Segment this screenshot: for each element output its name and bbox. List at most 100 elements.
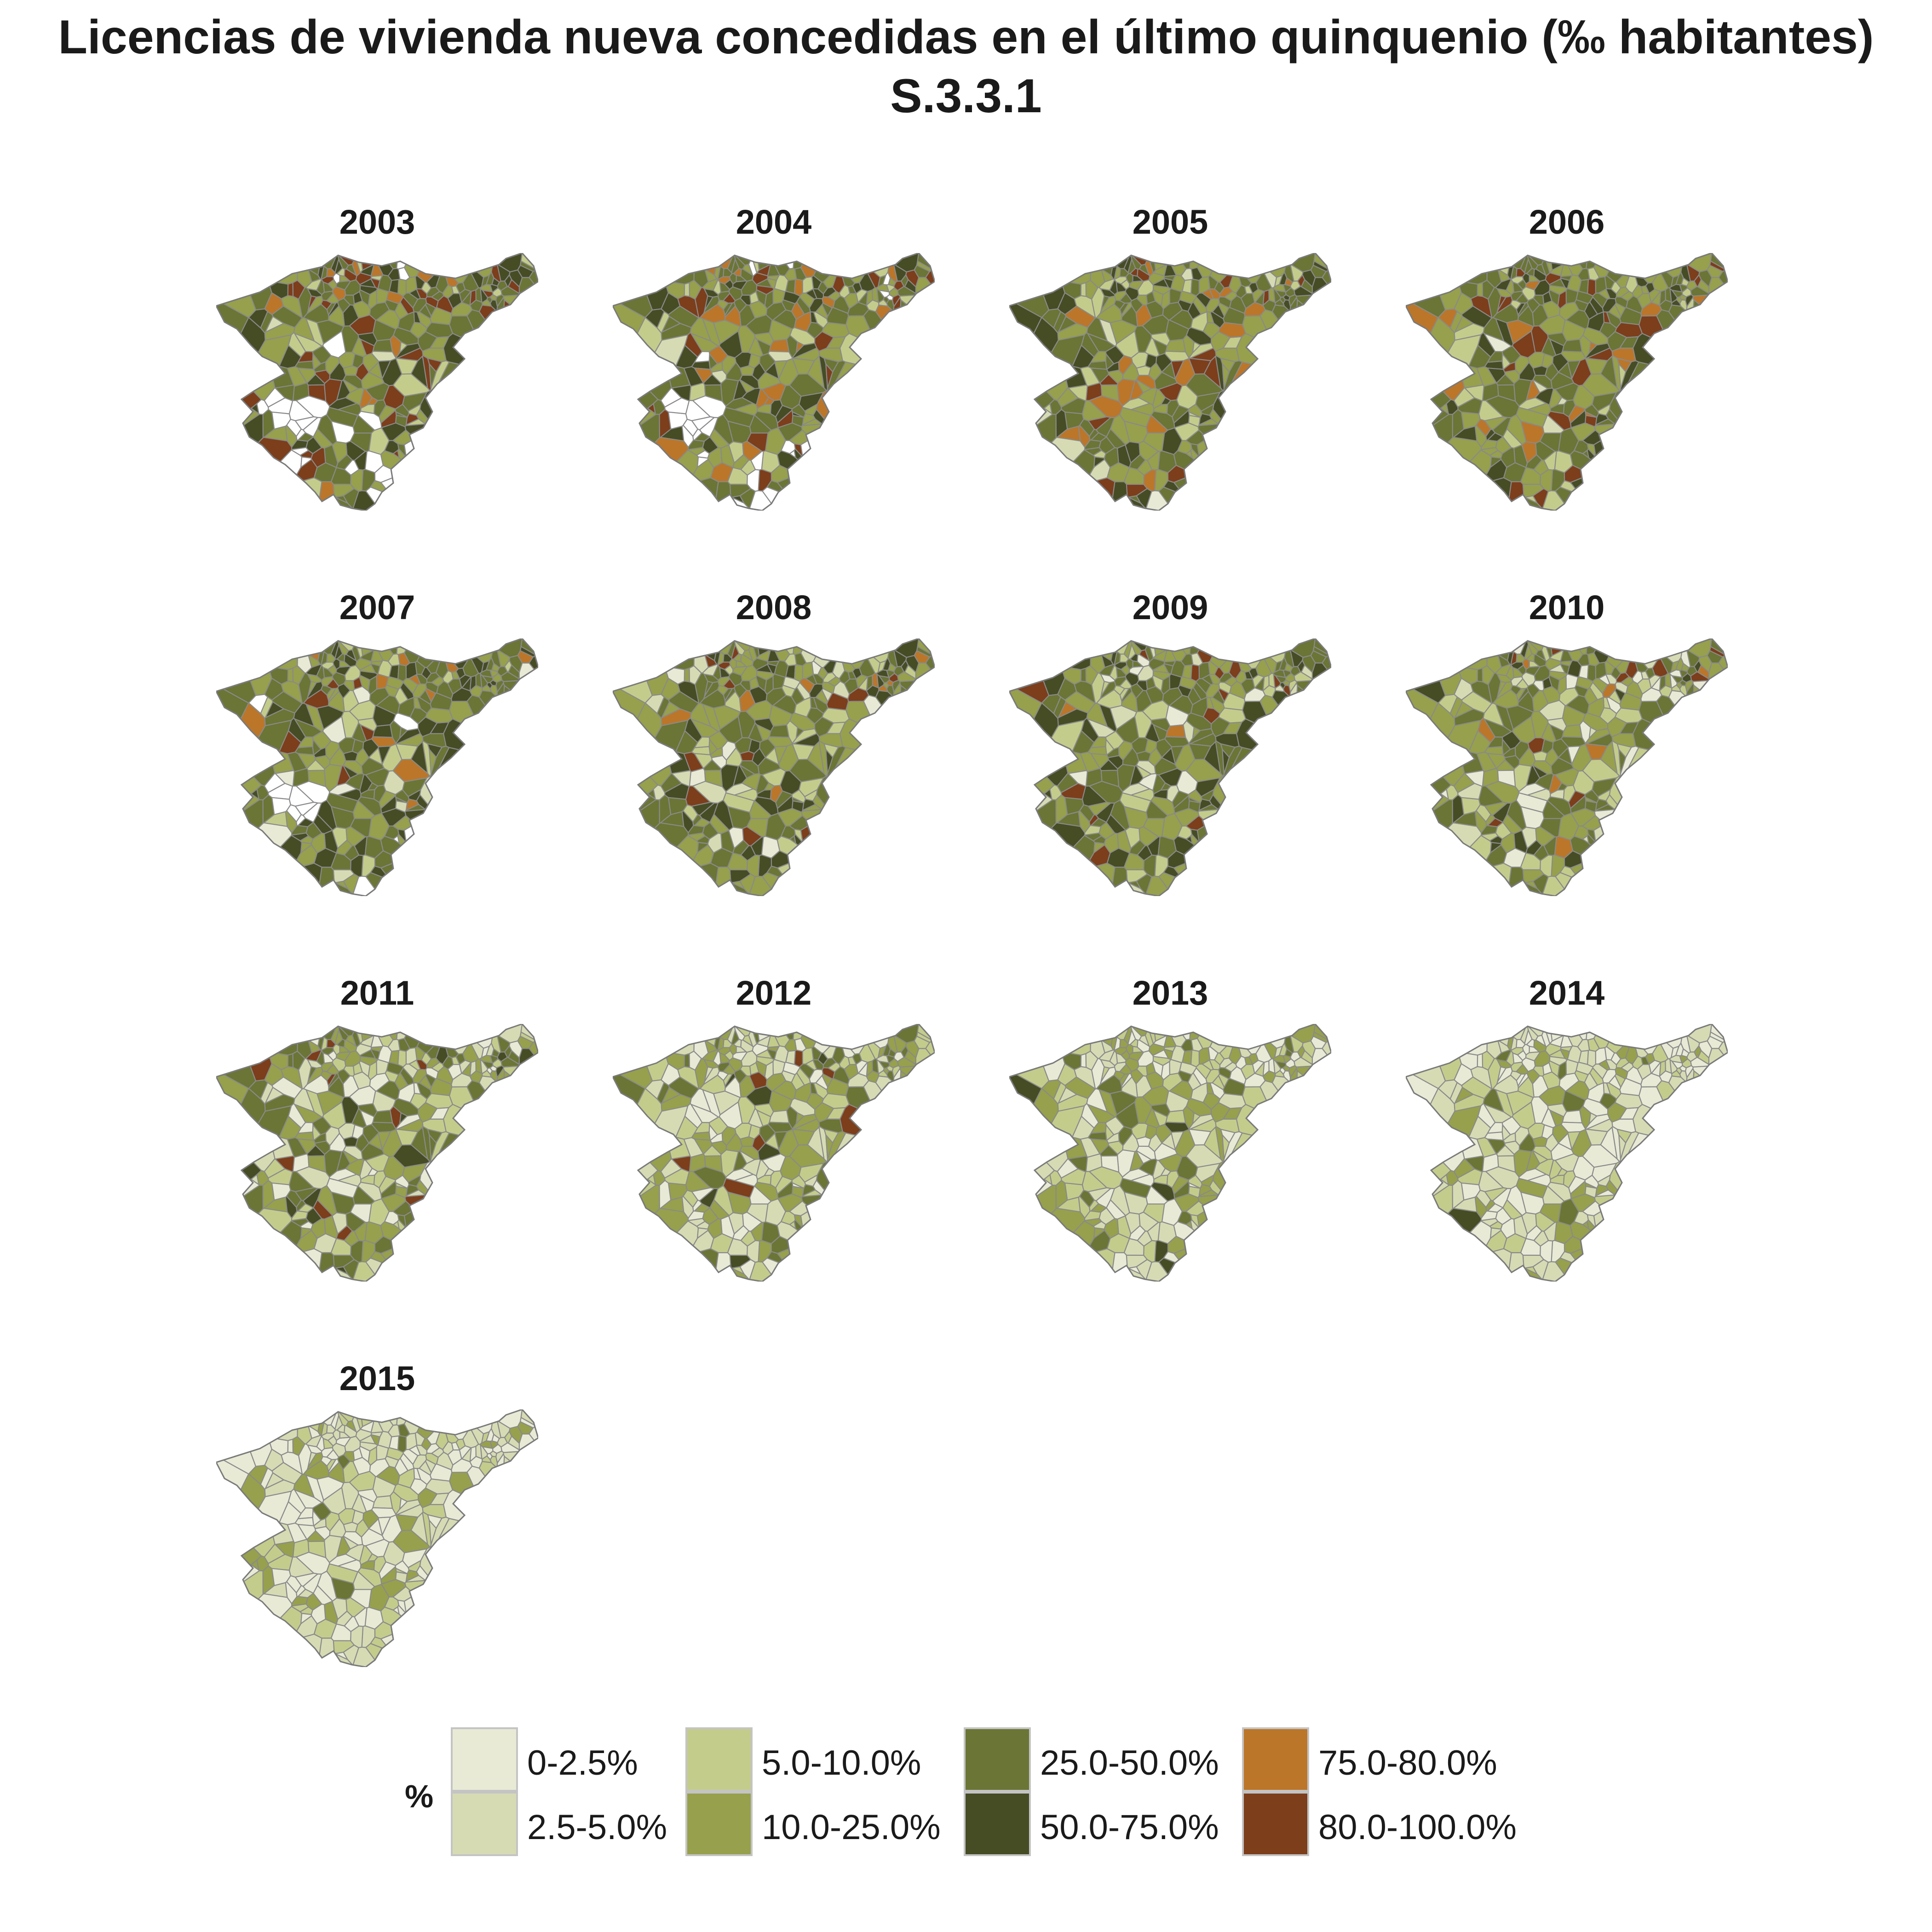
- municipality: [368, 812, 390, 841]
- municipality: [791, 686, 805, 706]
- map-panel: 2012: [585, 973, 962, 1341]
- municipality: [1422, 477, 1512, 511]
- municipality: [300, 456, 312, 468]
- municipality: [613, 347, 659, 413]
- municipality: [469, 1070, 483, 1083]
- municipality: [829, 747, 935, 841]
- municipality: [704, 770, 723, 788]
- municipality: [1620, 676, 1634, 687]
- municipality: [1190, 652, 1204, 667]
- municipality: [416, 1059, 428, 1070]
- municipality: [1136, 365, 1151, 376]
- municipality: [1593, 823, 1728, 896]
- municipality: [1607, 331, 1627, 352]
- municipality: [250, 1559, 260, 1571]
- municipality: [1632, 333, 1721, 382]
- municipality: [1558, 687, 1580, 706]
- municipality: [1607, 716, 1627, 737]
- municipality: [1209, 1059, 1221, 1070]
- municipality: [1295, 299, 1331, 425]
- municipality: [447, 678, 462, 695]
- chart-title: Licencias de vivienda nueva concedidas e…: [0, 0, 1932, 133]
- municipality: [287, 1137, 308, 1158]
- municipality: [216, 799, 264, 876]
- municipality: [1632, 1104, 1721, 1153]
- municipality: [1492, 689, 1519, 709]
- municipality: [427, 1514, 443, 1530]
- municipality: [687, 439, 705, 450]
- municipality: [362, 353, 380, 373]
- municipality: [1668, 690, 1701, 741]
- municipality: [368, 1583, 390, 1612]
- municipality: [350, 1240, 364, 1263]
- choropleth-map: [1009, 253, 1331, 511]
- municipality: [394, 686, 409, 706]
- municipality: [216, 414, 264, 491]
- municipality: [899, 1070, 935, 1196]
- municipality: [216, 822, 293, 896]
- municipality: [877, 274, 887, 288]
- municipality: [326, 1064, 339, 1075]
- municipality: [427, 357, 443, 373]
- municipality: [1043, 402, 1053, 415]
- municipality: [1614, 1073, 1626, 1088]
- municipality: [502, 1070, 538, 1196]
- municipality: [365, 1257, 418, 1282]
- municipality: [403, 437, 538, 511]
- municipality: [507, 1050, 520, 1065]
- municipality: [1096, 689, 1122, 709]
- municipality: [1057, 1093, 1088, 1112]
- municipality: [466, 309, 519, 373]
- municipality: [481, 1045, 490, 1059]
- municipality: [691, 416, 716, 431]
- municipality: [661, 708, 692, 726]
- region-border: [613, 253, 935, 511]
- municipality: [466, 1466, 519, 1530]
- municipality: [1558, 1072, 1580, 1092]
- region-border: [216, 1409, 538, 1667]
- municipality: [742, 1211, 763, 1232]
- municipality: [683, 1137, 704, 1158]
- municipality: [250, 402, 260, 415]
- municipality: [1158, 486, 1211, 511]
- municipality: [416, 1444, 428, 1456]
- map-panel: 2003: [189, 202, 566, 570]
- municipality: [1061, 397, 1087, 414]
- municipality: [502, 1455, 538, 1581]
- municipality: [1271, 1075, 1304, 1127]
- municipality: [250, 1173, 260, 1186]
- municipality: [326, 1449, 339, 1460]
- municipality: [1457, 1168, 1483, 1185]
- municipality: [503, 294, 538, 331]
- municipality: [1190, 664, 1200, 682]
- municipality: [899, 294, 935, 331]
- municipality: [812, 1059, 824, 1070]
- municipality: [1156, 1124, 1173, 1144]
- municipality: [1579, 334, 1591, 359]
- municipality: [1554, 835, 1574, 859]
- municipality: [704, 1155, 723, 1173]
- municipality: [481, 1431, 490, 1444]
- municipality: [1497, 295, 1507, 311]
- municipality: [1143, 469, 1157, 492]
- municipality: [368, 427, 390, 455]
- municipality: [765, 812, 787, 841]
- municipality: [417, 331, 438, 352]
- municipality: [291, 1596, 309, 1607]
- municipality: [776, 859, 876, 896]
- municipality: [402, 1063, 419, 1080]
- municipality: [1236, 1104, 1325, 1153]
- municipality: [433, 361, 538, 455]
- municipality: [761, 872, 815, 896]
- municipality: [394, 301, 409, 320]
- municipality: [1476, 751, 1497, 773]
- municipality: [839, 718, 928, 767]
- municipality: [1100, 384, 1120, 402]
- municipality: [294, 1572, 319, 1587]
- municipality: [397, 278, 407, 297]
- municipality: [1218, 302, 1230, 317]
- municipality: [613, 1118, 659, 1184]
- municipality: [1173, 859, 1273, 896]
- municipality: [1295, 1070, 1331, 1196]
- municipality: [297, 351, 314, 363]
